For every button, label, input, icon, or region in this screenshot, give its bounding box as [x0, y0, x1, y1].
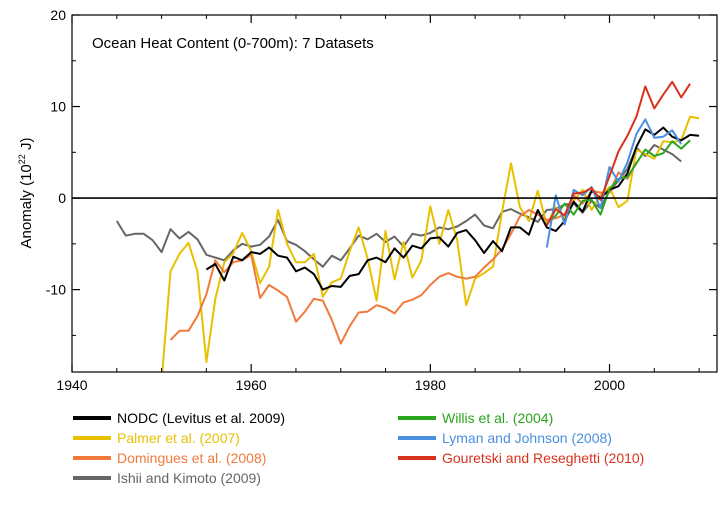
y-tick-label: 0 — [58, 190, 66, 206]
chart-title: Ocean Heat Content (0-700m): 7 Datasets — [92, 35, 374, 52]
legend-label-gouretski-and-reseghetti-2010: Gouretski and Reseghetti (2010) — [442, 450, 644, 466]
y-axis-label-exponent: 22 — [17, 154, 27, 164]
plot-frame — [71, 14, 718, 373]
y-axis-label-suffix: J) — [18, 138, 35, 155]
legend-label-nodc-levitus-et-al-2009: NODC (Levitus et al. 2009) — [117, 410, 285, 426]
y-axis-label: Anomaly (1022 J) — [17, 138, 35, 249]
y-axis-label-prefix: Anomaly (10 — [18, 164, 35, 248]
y-tick-label: -10 — [46, 282, 66, 298]
legend-label-ishii-and-kimoto-2009: Ishii and Kimoto (2009) — [117, 470, 261, 486]
series-line-domingues-et-al-2008 — [169, 161, 638, 345]
legend: NODC (Levitus et al. 2009) Palmer et al. … — [73, 410, 644, 486]
legend-label-palmer-et-al-2007: Palmer et al. (2007) — [117, 430, 240, 446]
x-tick-label: 1960 — [236, 377, 267, 393]
legend-label-lyman-and-johnson-2008: Lyman and Johnson (2008) — [442, 430, 612, 446]
series-line-willis-et-al-2004 — [546, 139, 691, 225]
axis-ticks: 1940 1960 1980 2000 -10 0 10 20 — [46, 7, 717, 393]
series-line-nodc-levitus-et-al-2009 — [205, 126, 700, 291]
series-line-lyman-and-johnson-2008 — [545, 118, 683, 248]
y-tick-label: 10 — [50, 99, 66, 115]
series-line-ishii-and-kimoto-2009 — [115, 144, 682, 268]
x-tick-label: 2000 — [594, 377, 625, 393]
series-layer — [115, 80, 700, 372]
x-tick-label: 1940 — [56, 377, 87, 393]
legend-label-willis-et-al-2004: Willis et al. (2004) — [442, 410, 553, 426]
x-tick-label: 1980 — [415, 377, 446, 393]
series-line-gouretski-and-reseghetti-2010 — [545, 80, 691, 226]
y-tick-label: 20 — [50, 7, 66, 23]
legend-label-domingues-et-al-2008: Domingues et al. (2008) — [117, 450, 266, 466]
